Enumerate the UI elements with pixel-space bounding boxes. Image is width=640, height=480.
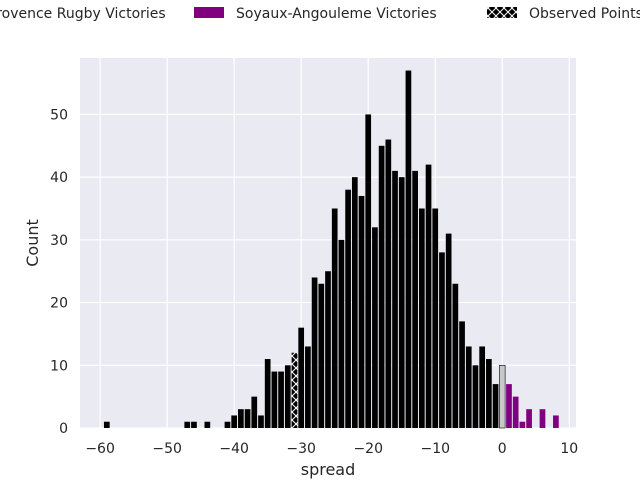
legend-entry: Soyaux-Angouleme Victories (194, 6, 437, 22)
bar-provence (191, 421, 197, 428)
legend-label: Provence Rugby Victories (0, 6, 166, 22)
y-axis-ticks: 0 10 20 30 40 50 (50, 107, 68, 437)
bars-group (103, 70, 559, 429)
bar-provence (486, 359, 492, 428)
bar-provence (305, 346, 311, 428)
bar-provence (445, 233, 452, 428)
bar-provence (204, 421, 211, 428)
x-tick-label: 10 (560, 441, 578, 457)
x-tick-label: −60 (85, 441, 115, 457)
bar-provence (472, 365, 479, 428)
bar-provence (439, 252, 445, 428)
bar-provence (244, 409, 251, 428)
x-tick-label: −20 (353, 441, 383, 457)
legend-entry: Observed Points (487, 6, 640, 22)
bar-provence (311, 277, 318, 428)
y-tick-label: 20 (50, 296, 68, 312)
legend-swatch (194, 7, 224, 18)
bar-provence (284, 365, 291, 428)
bar-provence (365, 114, 372, 429)
bar-provence (378, 145, 385, 428)
bar-provence (418, 208, 425, 428)
bar-soyaux (519, 421, 526, 428)
bar-soyaux (539, 409, 546, 428)
bar-observed (291, 352, 298, 428)
bar-soyaux (512, 396, 519, 428)
x-tick-label: 0 (498, 441, 507, 457)
bar-provence (452, 283, 459, 428)
bar-provence (251, 396, 258, 428)
y-tick-label: 50 (50, 107, 68, 123)
legend: Provence Rugby Victories Soyaux-Angouleme… (0, 6, 640, 22)
legend-swatch (487, 7, 517, 18)
y-tick-label: 40 (50, 170, 68, 186)
bar-provence (358, 195, 365, 428)
bar-provence (405, 70, 412, 429)
bar-provence (271, 371, 278, 428)
bar-provence (231, 415, 238, 428)
x-axis-ticks: −60 −50 −40 −30 −20 −10 0 10 (85, 441, 578, 457)
bar-provence (412, 170, 418, 429)
y-tick-label: 30 (50, 233, 68, 249)
bar-zero (499, 364, 506, 429)
bar-provence (345, 189, 351, 428)
bar-provence (479, 346, 486, 428)
y-axis-title: Count (23, 219, 42, 267)
legend-entry: Provence Rugby Victories (0, 6, 166, 22)
bar-provence (325, 271, 331, 428)
bar-soyaux (553, 415, 559, 428)
bar-provence (372, 227, 378, 428)
x-tick-label: −30 (286, 441, 316, 457)
y-tick-label: 0 (59, 421, 68, 437)
bar-provence (184, 421, 191, 428)
legend-label: Observed Points (529, 6, 640, 22)
bar-provence (331, 208, 338, 428)
bar-provence (258, 415, 264, 428)
bar-provence (103, 421, 110, 428)
bar-provence (318, 283, 325, 428)
x-tick-label: −40 (219, 441, 249, 457)
legend-label: Soyaux-Angouleme Victories (236, 6, 437, 22)
bar-provence (238, 409, 244, 428)
bar-provence (459, 321, 465, 428)
bar-provence (338, 239, 345, 428)
x-tick-label: −50 (152, 441, 182, 457)
x-axis-title: spread (301, 460, 356, 479)
bar-soyaux (526, 409, 532, 428)
bar-provence (224, 421, 231, 428)
bar-provence (465, 346, 472, 428)
bar-provence (492, 384, 499, 428)
bar-provence (432, 208, 439, 428)
bar-provence (298, 327, 305, 428)
bar-provence (392, 170, 398, 429)
y-tick-label: 10 (50, 358, 68, 374)
bar-provence (278, 371, 284, 428)
x-tick-label: −10 (420, 441, 450, 457)
bar-soyaux (506, 384, 512, 428)
bar-provence (425, 164, 432, 428)
bar-provence (385, 139, 392, 428)
bar-provence (351, 177, 358, 428)
bar-provence (264, 359, 271, 428)
bar-provence (398, 177, 405, 428)
